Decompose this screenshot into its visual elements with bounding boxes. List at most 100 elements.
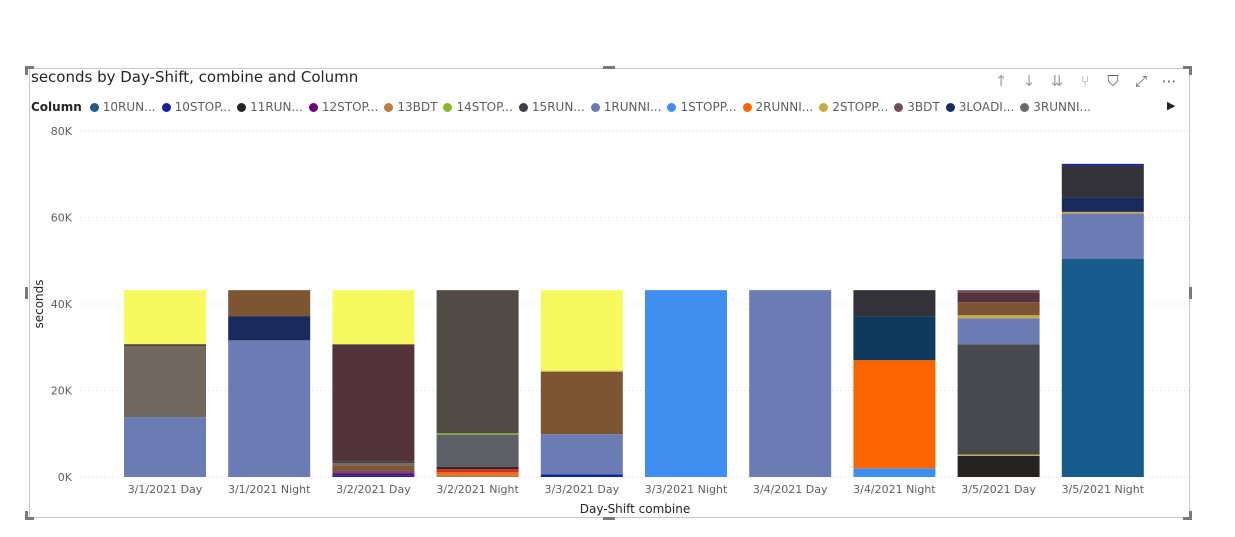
legend-item[interactable]: 12STOP... [308, 100, 379, 114]
legend-label: 3LOADI... [958, 100, 1015, 114]
focus-mode-icon[interactable]: ⤢ [1134, 72, 1147, 90]
bar-segment[interactable] [1061, 213, 1144, 260]
legend-label: 12STOP... [321, 100, 379, 114]
bar-segment[interactable] [957, 302, 1040, 316]
resize-handle-bottom-right-v[interactable] [1189, 511, 1192, 520]
resize-handle-bottom-left[interactable] [25, 517, 34, 520]
bar-segment[interactable] [332, 475, 415, 477]
bar-segment[interactable] [332, 470, 415, 474]
bar-segment[interactable] [853, 468, 936, 477]
bar-segment[interactable] [957, 344, 1040, 455]
legend-item[interactable]: 2STOPP... [819, 100, 888, 114]
bar-segment[interactable] [957, 454, 1040, 456]
bar-segment[interactable] [853, 316, 936, 361]
bar-segment[interactable] [124, 417, 206, 477]
bar-segment[interactable] [124, 345, 206, 418]
bar-segment[interactable] [228, 290, 311, 317]
resize-handle-top-left[interactable] [25, 66, 34, 69]
bar-segment[interactable] [332, 290, 415, 345]
bar-segment[interactable] [1061, 163, 1144, 166]
bar-segment[interactable] [332, 344, 415, 462]
resize-handle-left[interactable] [25, 287, 28, 299]
bar-stack[interactable] [332, 290, 415, 477]
resize-handle-bottom-right[interactable] [1183, 517, 1192, 520]
bar-segment[interactable] [332, 465, 415, 471]
bar-stack[interactable] [749, 290, 832, 477]
resize-handle-bottom[interactable] [603, 517, 615, 520]
bar-stack[interactable] [436, 290, 519, 477]
legend-item[interactable]: 10RUN... [89, 100, 156, 114]
resize-handle-top-right[interactable] [1183, 66, 1192, 69]
legend-item[interactable]: 1RUNNI... [590, 100, 662, 114]
bar-segment[interactable] [957, 290, 1040, 293]
legend-dot-icon [894, 102, 904, 112]
bar-segment[interactable] [853, 360, 936, 469]
bar-segment[interactable] [332, 461, 415, 464]
x-tick-label: 3/5/2021 Night [1062, 483, 1145, 496]
bar-segment[interactable] [124, 290, 206, 345]
bar-segment[interactable] [957, 455, 1040, 477]
bar-segment[interactable] [1061, 259, 1144, 477]
legend-item[interactable]: 15RUN... [518, 100, 585, 114]
legend-item[interactable]: 11RUN... [237, 100, 303, 114]
next-level-icon[interactable]: ⇊ [1050, 72, 1064, 90]
bar-segment[interactable] [540, 371, 623, 435]
resize-handle-right[interactable] [1189, 287, 1192, 299]
bar-segment[interactable] [436, 469, 519, 473]
bar-stack[interactable] [645, 290, 727, 477]
bar-segment[interactable] [540, 290, 623, 371]
bar-segment[interactable] [436, 474, 519, 477]
legend-item[interactable]: 14STOP... [443, 100, 513, 114]
bar-segment[interactable] [645, 290, 727, 477]
bar-segment[interactable] [957, 292, 1040, 303]
bar-segment[interactable] [332, 463, 415, 466]
bar-segment[interactable] [436, 434, 519, 468]
filter-icon[interactable]: ⛉ [1107, 72, 1119, 90]
bar-segment[interactable] [957, 315, 1040, 319]
x-tick-label: 3/4/2021 Night [853, 483, 936, 496]
legend-item[interactable]: 3LOADI... [945, 100, 1015, 114]
legend-item[interactable]: 3BDT [894, 100, 940, 114]
legend-item[interactable]: 10STOP... [161, 100, 231, 114]
legend-label: 1RUNNI... [603, 100, 662, 114]
bar-segment[interactable] [332, 473, 415, 476]
y-axis-title: seconds [32, 279, 46, 328]
legend-next-arrow-icon[interactable]: ▶ [1167, 99, 1176, 112]
bar-segment[interactable] [1061, 165, 1144, 198]
bar-segment[interactable] [540, 370, 623, 372]
legend-item[interactable]: 13BDT [384, 100, 437, 114]
bar-stack[interactable] [540, 290, 623, 477]
legend-item[interactable]: 2RUNNI... [742, 100, 813, 114]
bar-stack[interactable] [957, 290, 1040, 477]
bar-segment[interactable] [749, 290, 832, 477]
bar-segment[interactable] [436, 472, 519, 475]
bar-segment[interactable] [957, 318, 1040, 345]
bar-segment[interactable] [436, 290, 519, 434]
bar-stack[interactable] [228, 290, 311, 477]
bar-stack[interactable] [853, 290, 936, 477]
bar-segment[interactable] [436, 433, 519, 435]
bar-segment[interactable] [853, 290, 936, 317]
bar-segment[interactable] [540, 434, 623, 475]
bar-segment[interactable] [1061, 197, 1144, 212]
drill-down-icon[interactable]: ↓ [1022, 72, 1036, 90]
legend-item[interactable]: 1STOPP... [667, 100, 737, 114]
resize-handle-top-left-v[interactable] [25, 66, 28, 75]
bar-segment[interactable] [124, 344, 206, 346]
bar-stack[interactable] [124, 290, 206, 477]
bar-segment[interactable] [1061, 211, 1144, 214]
legend-dot-icon [590, 102, 600, 112]
legend-item[interactable]: 3RUNNI... [1020, 100, 1091, 114]
resize-handle-bottom-left-v[interactable] [25, 511, 28, 520]
bar-segment[interactable] [228, 340, 311, 477]
bar-segment[interactable] [436, 467, 519, 470]
bar-segment[interactable] [228, 316, 311, 341]
expand-hierarchy-icon[interactable]: ⑂ [1080, 72, 1090, 90]
more-options-icon[interactable]: ⋯ [1161, 72, 1177, 90]
legend-dot-icon [819, 102, 829, 112]
bar-stack[interactable] [1061, 163, 1144, 477]
resize-handle-top-right-v[interactable] [1189, 66, 1192, 75]
drill-up-icon[interactable]: ↑ [994, 72, 1008, 90]
resize-handle-top[interactable] [603, 66, 615, 69]
bar-segment[interactable] [540, 474, 623, 477]
